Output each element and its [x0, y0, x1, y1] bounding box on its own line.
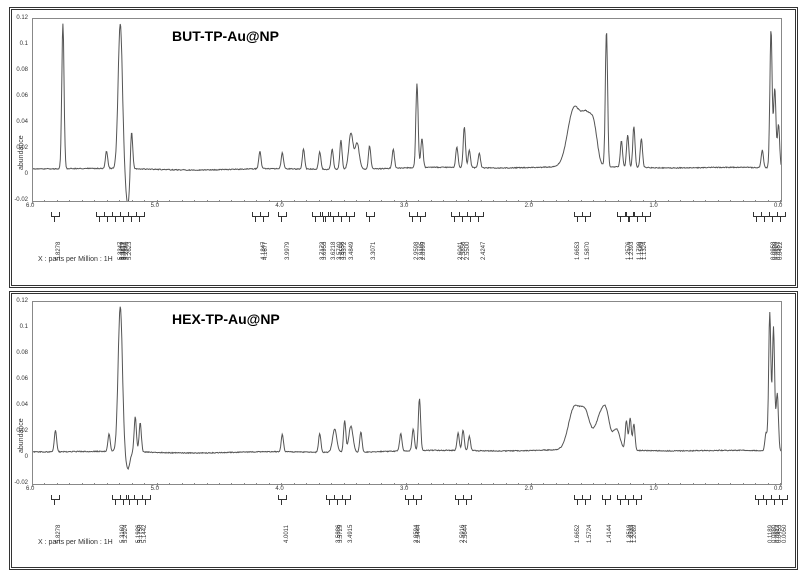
- y-axis-label: abundance: [18, 418, 25, 453]
- integral-bracket: [642, 212, 651, 217]
- y-tick: -0.02: [6, 197, 28, 203]
- peak-annotation: 3.5729: [338, 525, 344, 543]
- peak-annotation: 3.4915: [348, 525, 354, 543]
- panel-title-top: BUT-TP-Au@NP: [172, 28, 279, 44]
- integral-bracket: [779, 495, 788, 500]
- integral-bracket: [136, 212, 145, 217]
- y-tick: 0: [6, 171, 28, 177]
- peak-annotation: 5.2623: [127, 242, 133, 260]
- integral-bracket: [633, 495, 642, 500]
- y-tick: 0.12: [6, 15, 28, 21]
- integral-bracket: [582, 495, 591, 500]
- x-tick: 6.0: [26, 486, 34, 492]
- x-tick: 4.0: [275, 203, 283, 209]
- peak-annotation: 0.0422: [778, 242, 784, 260]
- y-tick: 0: [6, 454, 28, 460]
- peak-annotation: 3.3071: [371, 242, 377, 260]
- x-tick: 0.0: [774, 486, 782, 492]
- spectrum-bottom: [32, 301, 782, 485]
- peak-annotation: 1.5724: [587, 525, 593, 543]
- peak-annotation: 3.6953: [322, 242, 328, 260]
- x-tick: 6.0: [26, 203, 34, 209]
- peak-annotation: 1.6653: [575, 242, 581, 260]
- integral-bracket: [417, 212, 426, 217]
- integral-bracket: [475, 212, 484, 217]
- peak-annotation: 2.9444: [416, 525, 422, 543]
- integral-bracket: [51, 495, 60, 500]
- peak-annotation: 3.4849: [349, 242, 355, 260]
- peak-annotation: 2.5500: [465, 242, 471, 260]
- peak-annotation: 1.4144: [607, 525, 613, 543]
- integral-bracket: [366, 212, 375, 217]
- peak-annotation: 5.2924: [123, 525, 129, 543]
- y-tick: 0.08: [6, 350, 28, 356]
- x-axis-unit: X : parts per Million : 1H: [38, 539, 113, 546]
- peak-annotation: 4.0011: [284, 525, 290, 543]
- y-tick: 0.08: [6, 67, 28, 73]
- y-tick: 0.06: [6, 93, 28, 99]
- peak-annotation: 5.8278: [56, 242, 62, 260]
- x-tick: 4.0: [275, 486, 283, 492]
- y-tick: 0.04: [6, 402, 28, 408]
- integral-bracket: [582, 212, 591, 217]
- y-tick: 0.1: [6, 41, 28, 47]
- y-tick: 0.12: [6, 298, 28, 304]
- y-tick: 0.06: [6, 376, 28, 382]
- y-tick: 0.04: [6, 119, 28, 125]
- x-tick: 0.0: [774, 203, 782, 209]
- peak-annotation: 2.5644: [463, 525, 469, 543]
- peak-annotation: 2.8999: [421, 242, 427, 260]
- spectrum-top: [32, 18, 782, 202]
- y-tick: 0.02: [6, 428, 28, 434]
- y-axis-label: abundance: [18, 135, 25, 170]
- integral-bracket: [346, 212, 355, 217]
- peak-annotation: 5.8278: [56, 525, 62, 543]
- x-tick: 3.0: [400, 486, 408, 492]
- peak-annotation: 5.1442: [142, 525, 148, 543]
- y-tick: 0.02: [6, 145, 28, 151]
- peak-annotation: 1.5870: [585, 242, 591, 260]
- peak-annotation: 0.0050: [782, 525, 788, 543]
- x-axis-unit: X : parts per Million : 1H: [38, 256, 113, 263]
- x-tick: 3.0: [400, 203, 408, 209]
- x-tick: 5.0: [151, 203, 159, 209]
- peak-annotation: 1.2393: [629, 242, 635, 260]
- integral-bracket: [777, 212, 786, 217]
- integral-bracket: [51, 212, 60, 217]
- x-tick: 2.0: [525, 486, 533, 492]
- integral-bracket: [602, 495, 611, 500]
- peak-annotation: 3.5372: [342, 242, 348, 260]
- integral-bracket: [342, 495, 351, 500]
- peak-annotation: 2.4247: [481, 242, 487, 260]
- panel-title-bottom: HEX-TP-Au@NP: [172, 311, 280, 327]
- integral-bracket: [142, 495, 151, 500]
- integral-bracket: [413, 495, 422, 500]
- x-tick: 5.0: [151, 486, 159, 492]
- y-tick: -0.02: [6, 480, 28, 486]
- peak-annotation: 4.1677: [263, 242, 269, 260]
- peak-annotation: 1.1324: [642, 242, 648, 260]
- integral-bracket: [260, 212, 269, 217]
- x-tick: 1.0: [649, 486, 657, 492]
- peak-annotation: 1.2089: [632, 525, 638, 543]
- x-tick: 1.0: [649, 203, 657, 209]
- integral-bracket: [278, 212, 287, 217]
- integral-bracket: [463, 495, 472, 500]
- integral-bracket: [278, 495, 287, 500]
- y-tick: 0.1: [6, 324, 28, 330]
- peak-annotation: 3.9979: [285, 242, 291, 260]
- x-tick: 2.0: [525, 203, 533, 209]
- peak-annotation: 1.6652: [575, 525, 581, 543]
